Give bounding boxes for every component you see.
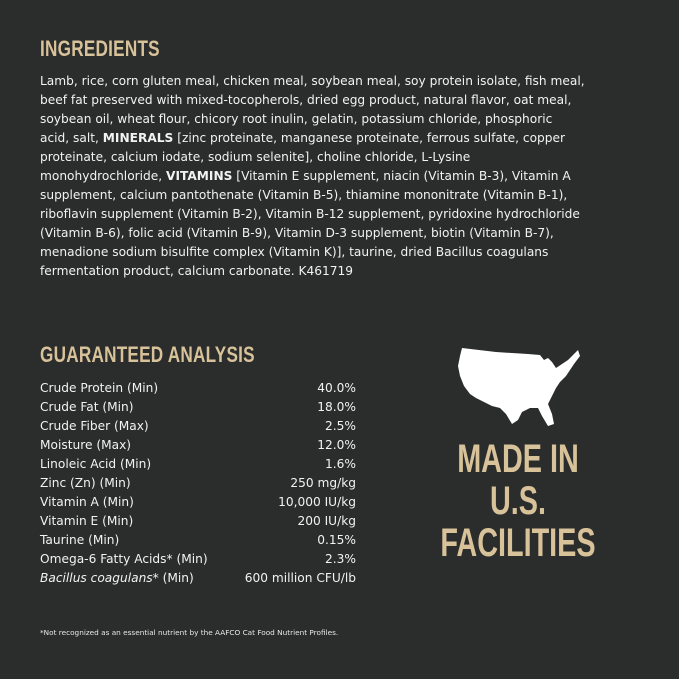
nutrient-value: 12.0% [317,438,356,452]
ingredients-line: proteinate, calcium iodate, sodium selen… [40,148,585,167]
ingredients-line: beef fat preserved with mixed-tocopherol… [40,91,585,110]
nutrient-name: Taurine (Min) [40,533,120,547]
ingredients-line: supplement, calcium pantothenate (Vitami… [40,186,585,205]
text: menadione sodium bisulfite complex (Vita… [40,245,549,259]
nutrient-value: 1.6% [325,457,356,471]
badge-line: U.S. [489,479,547,523]
vitamins-label: VITAMINS [166,169,233,183]
nutrient-name: Crude Fat (Min) [40,400,134,414]
species-name: Bacillus coagulans [40,571,153,585]
nutrient-value: 0.15% [317,533,356,547]
text: [Vitamin E supplement, niacin (Vitamin B… [232,169,571,183]
analysis-table: Crude Protein (Min) 40.0% Crude Fat (Min)… [40,379,356,588]
analysis-row: Bacillus coagulans* (Min) 600 million CFU… [40,569,356,588]
analysis-row: Linoleic Acid (Min) 1.6% [40,455,356,474]
ingredients-line: (Vitamin B-6), folic acid (Vitamin B-9),… [40,224,585,243]
ingredients-line: Lamb, rice, corn gluten meal, chicken me… [40,72,585,91]
badge-line: MADE IN [457,437,579,481]
ingredients-heading: INGREDIENTS [40,36,160,61]
nutrient-name: Crude Protein (Min) [40,381,159,395]
text: acid, salt, [40,131,103,145]
badge-line: FACILITIES [440,521,596,565]
analysis-row: Crude Fiber (Max) 2.5% [40,417,356,436]
text: fermentation product, calcium carbonate.… [40,264,353,278]
ingredients-line: acid, salt, MINERALS [zinc proteinate, m… [40,129,585,148]
analysis-row: Zinc (Zn) (Min) 250 mg/kg [40,474,356,493]
nutrient-value: 2.3% [325,552,356,566]
guaranteed-analysis-heading: GUARANTEED ANALYSIS [40,342,255,367]
nutrient-value: 200 IU/kg [297,514,356,528]
text: [zinc proteinate, manganese proteinate, … [173,131,566,145]
nutrient-value: 250 mg/kg [290,476,356,490]
nutrient-value: 18.0% [317,400,356,414]
analysis-row: Crude Protein (Min) 40.0% [40,379,356,398]
nutrient-value: 600 million CFU/lb [244,571,356,585]
analysis-row: Vitamin A (Min) 10,000 IU/kg [40,493,356,512]
ingredients-line: menadione sodium bisulfite complex (Vita… [40,243,585,262]
ingredients-line: soybean oil, wheat flour, chicory root i… [40,110,585,129]
analysis-row: Crude Fat (Min) 18.0% [40,398,356,417]
text: riboflavin supplement (Vitamin B-2), Vit… [40,207,580,221]
text: (Vitamin B-6), folic acid (Vitamin B-9),… [40,226,554,240]
minerals-label: MINERALS [102,131,174,145]
nutrient-name: Vitamin A (Min) [40,495,134,509]
analysis-row: Taurine (Min) 0.15% [40,531,356,550]
ingredients-line: fermentation product, calcium carbonate.… [40,262,585,281]
text: soybean oil, wheat flour, chicory root i… [40,112,553,126]
nutrient-name: Bacillus coagulans* (Min) [40,569,194,588]
nutrient-value: 2.5% [325,419,356,433]
text: proteinate, calcium iodate, sodium selen… [40,150,471,164]
text: beef fat preserved with mixed-tocopherol… [40,93,572,107]
usa-map-icon [458,348,580,426]
analysis-row: Omega-6 Fatty Acids* (Min) 2.3% [40,550,356,569]
text: Lamb, rice, corn gluten meal, chicken me… [40,74,585,88]
nutrient-value: 40.0% [317,381,356,395]
ingredients-line: riboflavin supplement (Vitamin B-2), Vit… [40,205,585,224]
text: * (Min) [152,571,194,585]
made-in-usa-badge: MADE IN U.S. FACILITIES [398,438,638,564]
ingredients-line: monohydrochloride, VITAMINS [Vitamin E s… [40,167,585,186]
text: monohydrochloride, [40,169,167,183]
nutrient-name: Moisture (Max) [40,438,132,452]
analysis-row: Vitamin E (Min) 200 IU/kg [40,512,356,531]
nutrient-name: Linoleic Acid (Min) [40,457,152,471]
text: supplement, calcium pantothenate (Vitami… [40,188,568,202]
nutrient-name: Vitamin E (Min) [40,514,134,528]
ingredients-text: Lamb, rice, corn gluten meal, chicken me… [40,72,585,281]
footnote: *Not recognized as an essential nutrient… [40,628,339,637]
nutrient-name: Zinc (Zn) (Min) [40,476,131,490]
nutrient-name: Crude Fiber (Max) [40,419,149,433]
nutrient-value: 10,000 IU/kg [278,495,356,509]
analysis-row: Moisture (Max) 12.0% [40,436,356,455]
nutrient-name: Omega-6 Fatty Acids* (Min) [40,552,208,566]
